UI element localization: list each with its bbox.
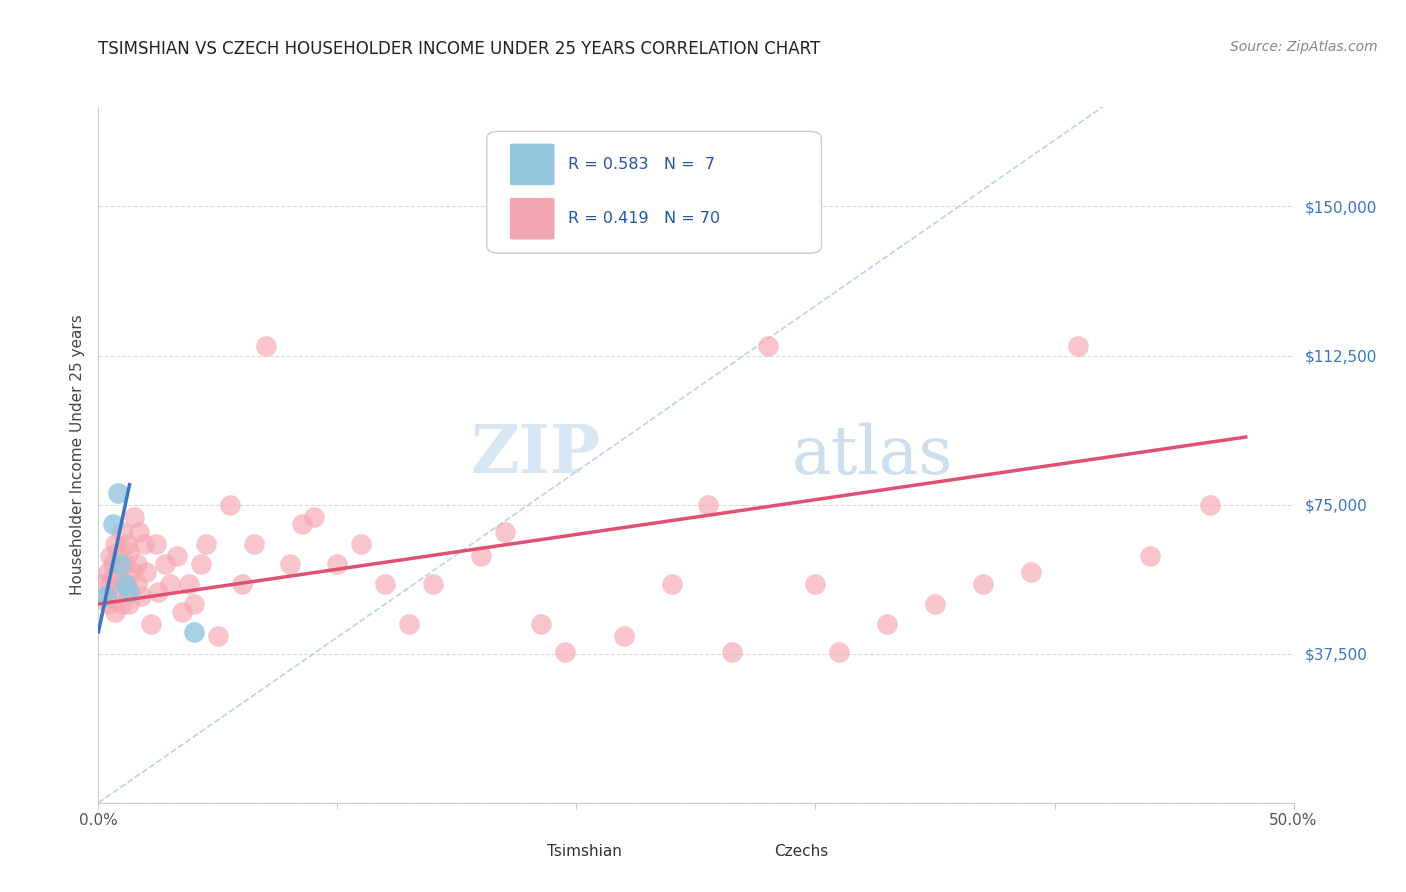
Text: R = 0.583   N =  7: R = 0.583 N = 7 [568,157,716,172]
Point [121,565,143,579]
Point [114,577,136,591]
Point [115,537,138,551]
Point [183,597,205,611]
Point [101,569,124,583]
Point [398,616,420,631]
Point [132,537,155,551]
Point [131,589,153,603]
Point [125,558,148,572]
Point [114,558,136,572]
FancyBboxPatch shape [484,832,526,871]
Point [139,616,162,631]
Point [118,545,141,559]
Point [97,565,120,579]
Point [94,589,117,603]
Point [98,577,122,591]
Point [290,517,312,532]
Point [118,597,141,611]
Point [529,616,551,631]
Point [828,645,851,659]
Point [148,585,170,599]
Point [124,509,146,524]
Point [159,577,181,591]
Point [125,577,148,591]
Point [166,549,188,564]
Point [374,577,396,591]
Point [183,624,205,639]
Point [924,597,946,611]
Text: TSIMSHIAN VS CZECH HOUSEHOLDER INCOME UNDER 25 YEARS CORRELATION CHART: TSIMSHIAN VS CZECH HOUSEHOLDER INCOME UN… [98,40,821,58]
Point [107,485,129,500]
Point [128,525,150,540]
Point [1067,338,1090,352]
Point [554,645,576,659]
FancyBboxPatch shape [509,197,555,240]
Point [135,565,157,579]
Point [721,645,744,659]
Point [254,338,277,352]
Point [350,537,373,551]
Point [104,605,127,619]
Point [108,577,131,591]
Point [118,585,141,599]
Point [101,558,124,572]
Point [97,597,120,611]
Point [190,558,212,572]
Point [194,537,217,551]
Point [661,577,683,591]
Point [108,558,131,572]
Point [98,549,122,564]
Point [1198,498,1220,512]
Point [101,517,124,532]
Point [756,338,779,352]
Point [107,545,129,559]
Point [422,577,444,591]
Text: R = 0.419   N = 70: R = 0.419 N = 70 [568,211,720,227]
Point [219,498,242,512]
Point [494,525,516,540]
Point [107,585,129,599]
FancyBboxPatch shape [486,131,821,253]
Text: ZIP: ZIP [471,423,600,487]
Point [231,577,253,591]
Point [326,558,349,572]
Point [1139,549,1161,564]
Point [115,577,138,591]
FancyBboxPatch shape [710,832,754,871]
FancyBboxPatch shape [509,144,555,186]
Text: atlas: atlas [792,422,953,488]
Point [278,558,301,572]
Point [972,577,994,591]
Text: Source: ZipAtlas.com: Source: ZipAtlas.com [1230,40,1378,54]
Point [470,549,492,564]
Point [697,498,720,512]
Point [111,525,134,540]
Point [804,577,827,591]
Point [91,577,114,591]
Point [613,629,636,643]
Point [111,597,134,611]
Point [172,605,194,619]
Point [104,537,127,551]
Y-axis label: Householder Income Under 25 years: Householder Income Under 25 years [69,315,84,595]
Point [302,509,325,524]
Point [179,577,201,591]
Point [876,616,898,631]
Point [207,629,229,643]
Point [155,558,177,572]
Point [1019,565,1042,579]
Text: Tsimshian: Tsimshian [547,844,621,859]
Point [243,537,266,551]
Point [94,589,117,603]
Text: Czechs: Czechs [773,844,828,859]
Point [145,537,167,551]
